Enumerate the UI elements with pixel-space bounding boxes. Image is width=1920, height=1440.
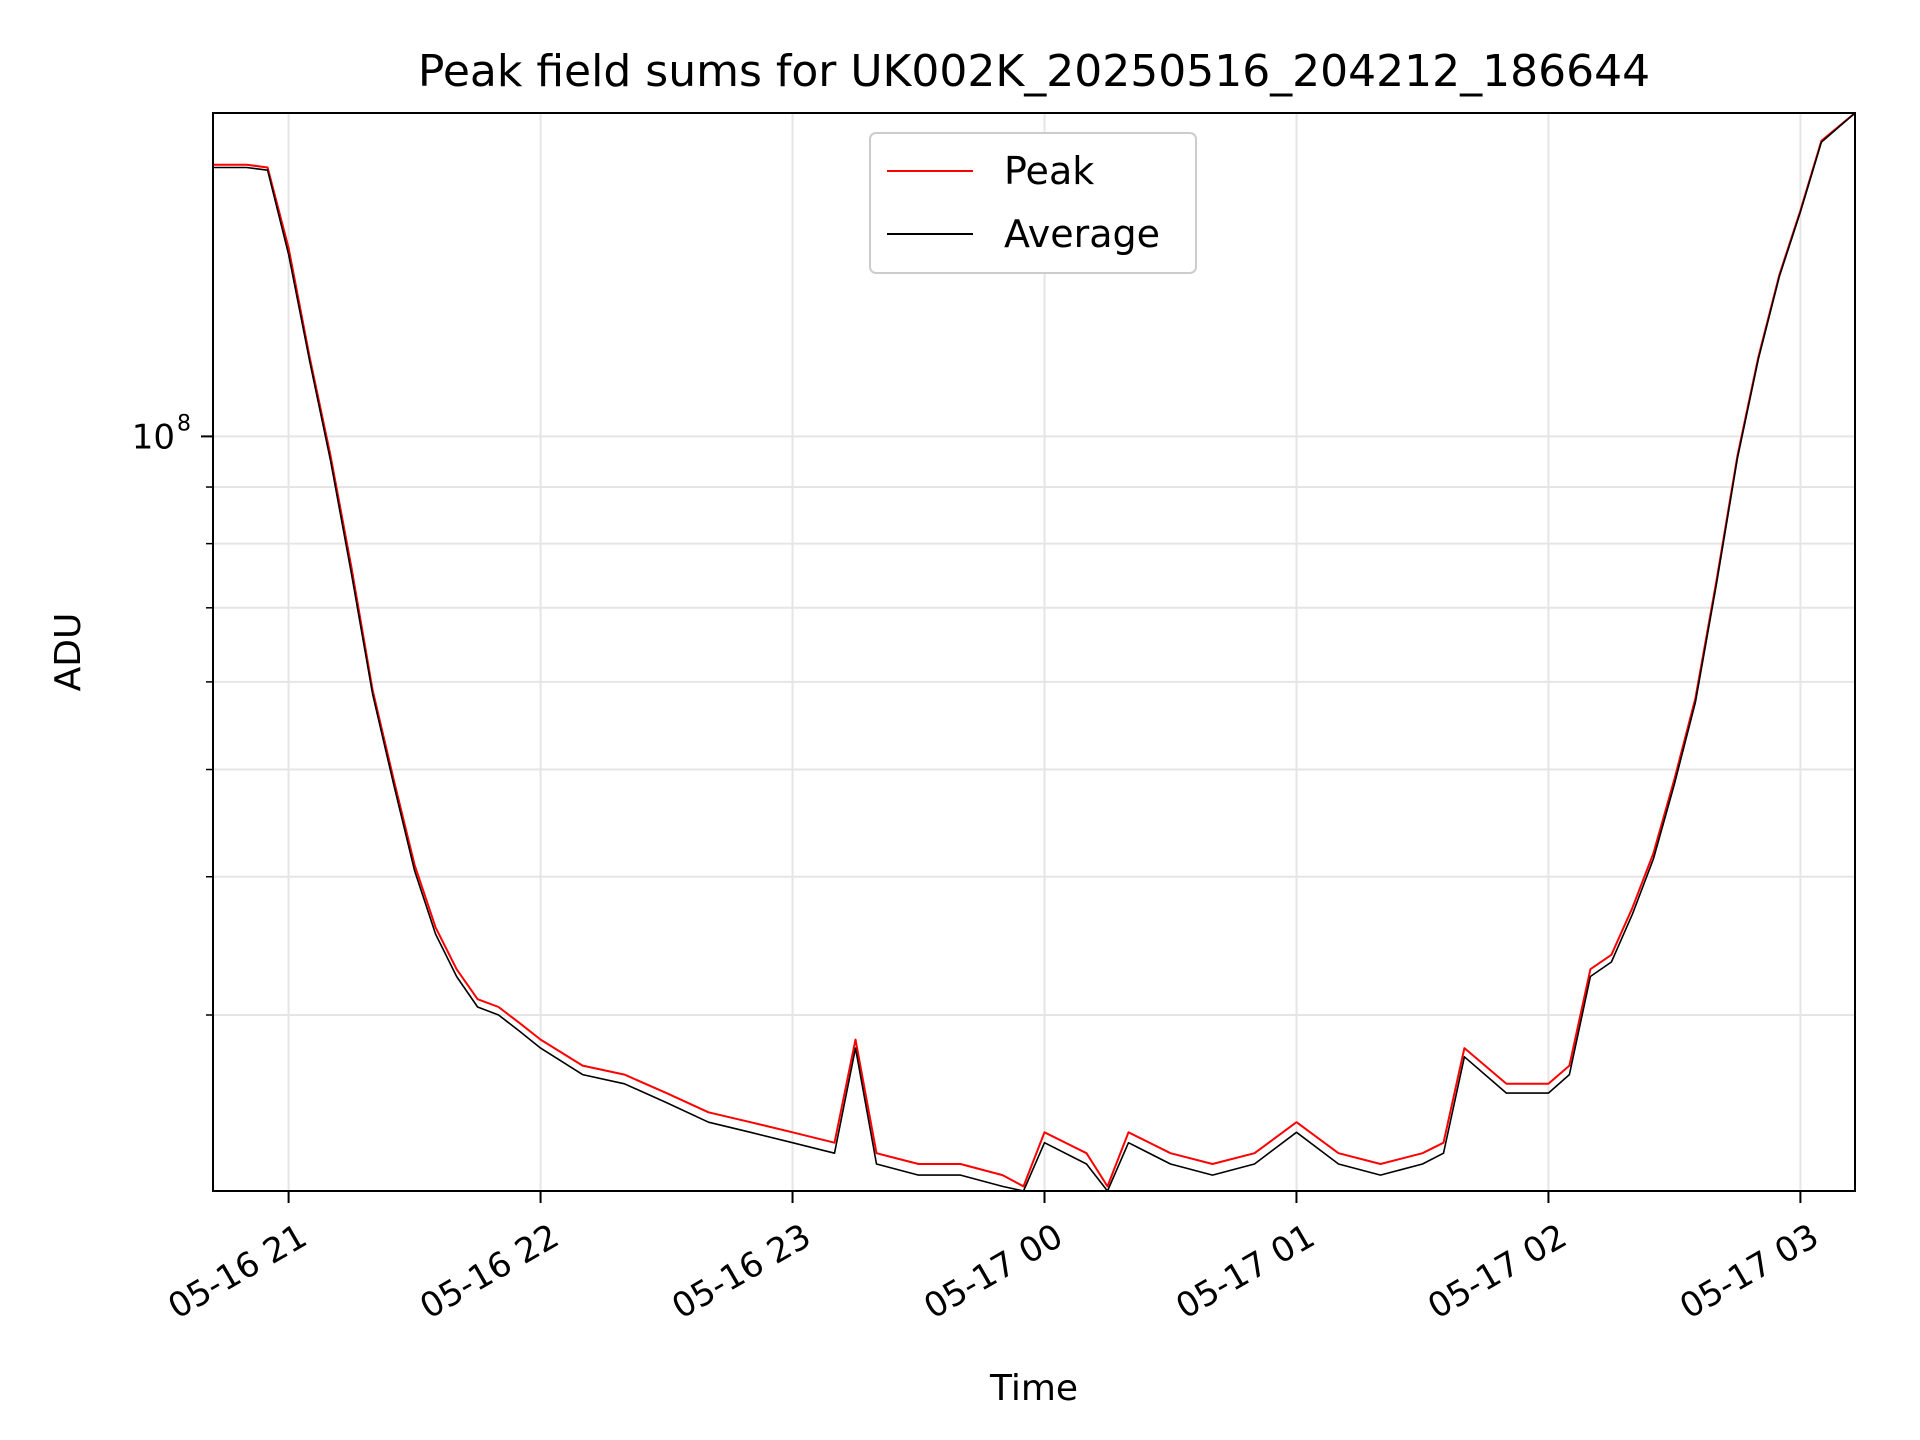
series-line-peak xyxy=(213,112,1856,1188)
legend: Peak Average xyxy=(869,132,1197,274)
y-tick-label: 10 xyxy=(132,417,175,457)
y-tick-exponent: 8 xyxy=(177,411,191,436)
y-axis-label: ADU xyxy=(48,613,89,692)
series-layer xyxy=(213,112,1856,1192)
legend-label-peak: Peak xyxy=(1004,149,1094,193)
grid xyxy=(213,113,1855,1191)
legend-label-average: Average xyxy=(1004,212,1160,256)
chart-title: Peak field sums for UK002K_20250516_2042… xyxy=(418,46,1650,97)
legend-box xyxy=(869,132,1197,274)
y-tick-base: 10 xyxy=(132,417,175,457)
x-axis-label: Time xyxy=(989,1368,1078,1409)
series-line-average xyxy=(213,112,1856,1192)
y-axis: 10 8 xyxy=(132,411,213,1016)
plot-frame xyxy=(212,112,1856,1192)
